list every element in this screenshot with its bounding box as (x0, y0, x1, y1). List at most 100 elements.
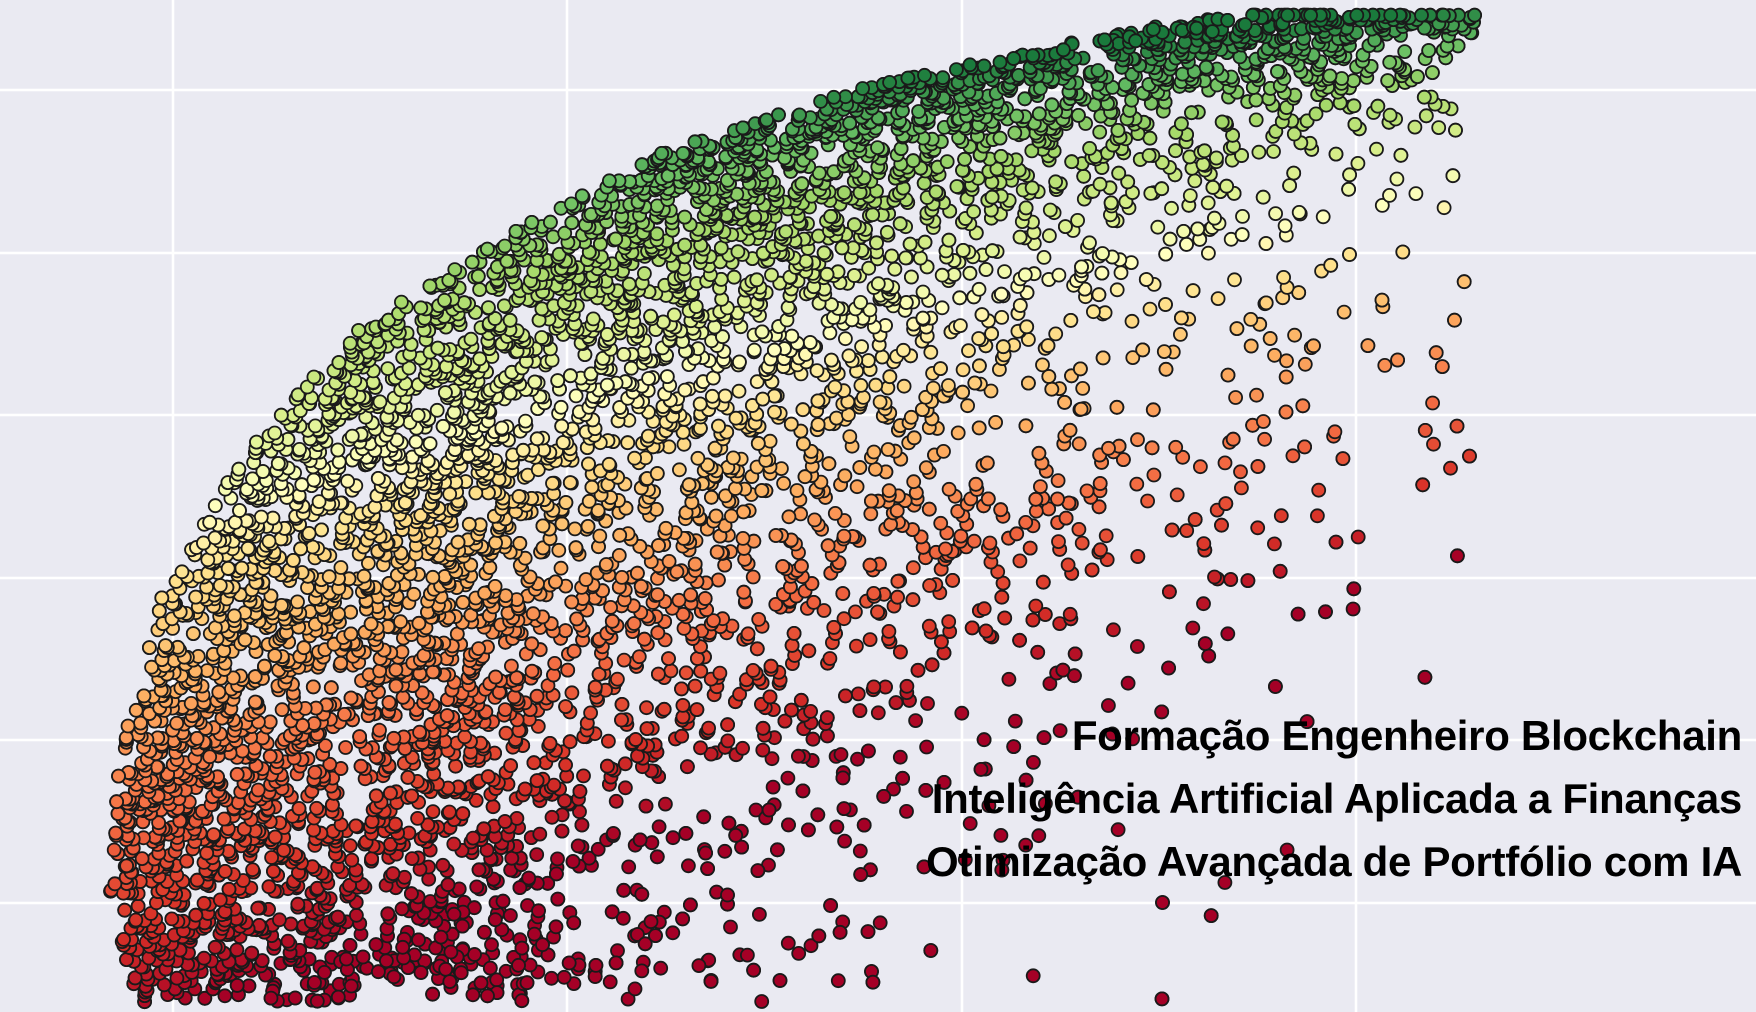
scatter-point (307, 764, 323, 780)
scatter-point (1217, 455, 1233, 471)
scatter-point (274, 702, 290, 718)
scatter-point (1342, 247, 1357, 262)
scatter-point (1146, 467, 1162, 483)
scatter-point (404, 851, 420, 866)
scatter-point (1185, 283, 1201, 299)
scatter-point (1095, 350, 1111, 366)
scatter-point (196, 895, 212, 911)
scatter-point (558, 495, 574, 510)
scatter-point (971, 331, 987, 346)
scatter-point (1130, 549, 1146, 564)
scatter-point (250, 782, 266, 798)
scatter-point (154, 590, 170, 606)
scatter-point (1249, 387, 1264, 403)
scatter-point (529, 847, 545, 862)
scatter-point (881, 483, 897, 499)
scatter-point (896, 378, 912, 394)
scatter-point (547, 656, 563, 671)
scatter-point (933, 361, 948, 377)
scatter-point (704, 388, 720, 404)
scatter-point (1038, 796, 1053, 811)
scatter-point (1185, 620, 1201, 636)
scatter-point (676, 436, 692, 452)
scatter-point (253, 509, 269, 525)
scatter-point (620, 991, 636, 1007)
scatter-point (906, 430, 922, 446)
scatter-point (1135, 342, 1151, 358)
scatter-point (151, 603, 167, 619)
scatter-point (1250, 520, 1266, 536)
scatter-point (553, 560, 569, 576)
scatter-point (179, 853, 195, 869)
scatter-point (1018, 418, 1034, 434)
scatter-point (945, 573, 960, 588)
scatter-point (735, 740, 750, 756)
scatter-point (678, 665, 694, 681)
scatter-point (870, 705, 886, 721)
scatter-point (1156, 344, 1172, 360)
scatter-point (1130, 432, 1145, 448)
scatter-point (1257, 431, 1272, 447)
scatter-point (854, 339, 869, 355)
scatter-point (1018, 772, 1034, 788)
scatter-point (994, 309, 1010, 325)
scatter-point (158, 638, 173, 653)
scatter-point (1105, 726, 1120, 742)
scatter-point (872, 394, 888, 410)
scatter-point (630, 565, 645, 581)
scatter-point (616, 652, 632, 668)
scatter-point (1233, 464, 1248, 480)
scatter-point (261, 533, 277, 549)
scatter-point (890, 589, 905, 605)
scatter-point (781, 509, 797, 525)
scatter-point (370, 470, 386, 486)
scatter-point (581, 493, 597, 509)
scatter-point (841, 348, 857, 364)
scatter-point (378, 953, 394, 969)
scatter-point (717, 557, 733, 573)
scatter-point (353, 758, 369, 774)
scatter-point (1287, 327, 1302, 343)
scatter-point (724, 508, 739, 524)
scatter-point (675, 698, 691, 713)
scatter-point (323, 680, 339, 696)
scatter-point (955, 362, 971, 378)
scatter-point (480, 988, 495, 1004)
scatter-point (570, 838, 586, 854)
scatter-point (886, 781, 901, 797)
scatter-point (921, 618, 937, 634)
scatter-point (728, 481, 743, 496)
scatter-point (924, 657, 940, 673)
scatter-point (344, 852, 360, 868)
scatter-point (550, 891, 566, 907)
scatter-point (476, 924, 492, 940)
scatter-point (604, 904, 620, 920)
scatter-point (852, 460, 868, 475)
scatter-point (342, 838, 358, 853)
scatter-point (784, 702, 799, 718)
scatter-point (793, 692, 809, 708)
scatter-point (603, 600, 618, 615)
scatter-point (736, 584, 752, 600)
scatter-point (781, 817, 796, 833)
scatter-point (581, 850, 597, 866)
scatter-point (906, 474, 922, 490)
scatter-point (925, 380, 941, 396)
scatter-point (309, 800, 325, 816)
scatter-point (783, 416, 799, 432)
scatter-point (964, 620, 980, 636)
scatter-point (212, 578, 228, 593)
scatter-point (780, 935, 796, 951)
scatter-point (981, 798, 997, 813)
scatter-point (413, 965, 429, 980)
scatter-point (130, 898, 146, 914)
scatter-point (978, 623, 994, 639)
scatter-point (604, 613, 620, 629)
scatter-point (1040, 338, 1056, 354)
scatter-point (465, 830, 481, 846)
scatter-point (691, 958, 707, 973)
scatter-point (703, 974, 719, 989)
scatter-point (720, 887, 735, 903)
scatter-point (651, 666, 666, 682)
scatter-point (822, 651, 838, 666)
